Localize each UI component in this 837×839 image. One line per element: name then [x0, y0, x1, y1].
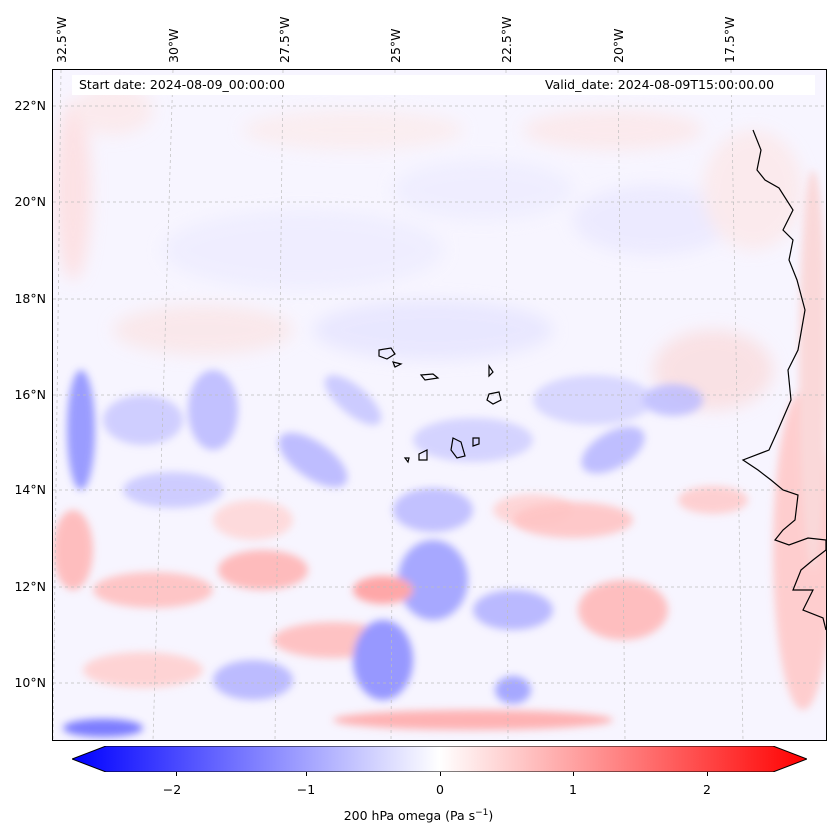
colorbar-tick-mark [176, 772, 177, 776]
lon-label: 22.5°W [499, 16, 514, 63]
lon-label: 17.5°W [722, 16, 737, 63]
lat-label: 20°N [14, 194, 46, 209]
colorbar-tick-mark [707, 772, 708, 776]
valid-date-label: Valid_date: 2024-08-09T15:00:00.00 [545, 77, 775, 92]
omega-field-map [53, 70, 826, 740]
colorbar-gradient [72, 746, 807, 772]
colorbar-tick-label: 2 [703, 782, 711, 797]
lat-label: 18°N [14, 291, 46, 306]
map-panel [52, 69, 827, 741]
header-background [72, 75, 815, 95]
lat-label: 14°N [14, 482, 46, 497]
lat-label: 10°N [14, 675, 46, 690]
graticule [53, 70, 826, 740]
start-date-label: Start date: 2024-08-09_00:00:00 [79, 77, 285, 92]
colorbar-label: 200 hPa omega (Pa s−1) [343, 808, 494, 824]
colorbar-tick-label: 1 [569, 782, 577, 797]
lon-label: 27.5°W [277, 16, 292, 63]
field-middle [67, 370, 748, 540]
field-north [55, 85, 803, 410]
lat-label: 12°N [14, 579, 46, 594]
colorbar-tick-label: −2 [162, 782, 182, 797]
field-south [53, 170, 826, 737]
lon-label: 20°W [611, 28, 626, 63]
colorbar-tick-mark [306, 772, 307, 776]
african-coastline [741, 129, 826, 631]
lat-label: 22°N [14, 98, 46, 113]
lat-label: 16°N [14, 387, 46, 402]
colorbar [72, 746, 807, 772]
lon-label: 30°W [166, 28, 181, 63]
colorbar-tick-mark [573, 772, 574, 776]
colorbar-tick-label: 0 [436, 782, 444, 797]
colorbar-tick-label: −1 [296, 782, 316, 797]
lon-label: 32.5°W [54, 16, 69, 63]
lon-label: 25°W [388, 28, 403, 63]
colorbar-tick-mark [440, 772, 441, 776]
cape-verde-islands [378, 347, 502, 464]
